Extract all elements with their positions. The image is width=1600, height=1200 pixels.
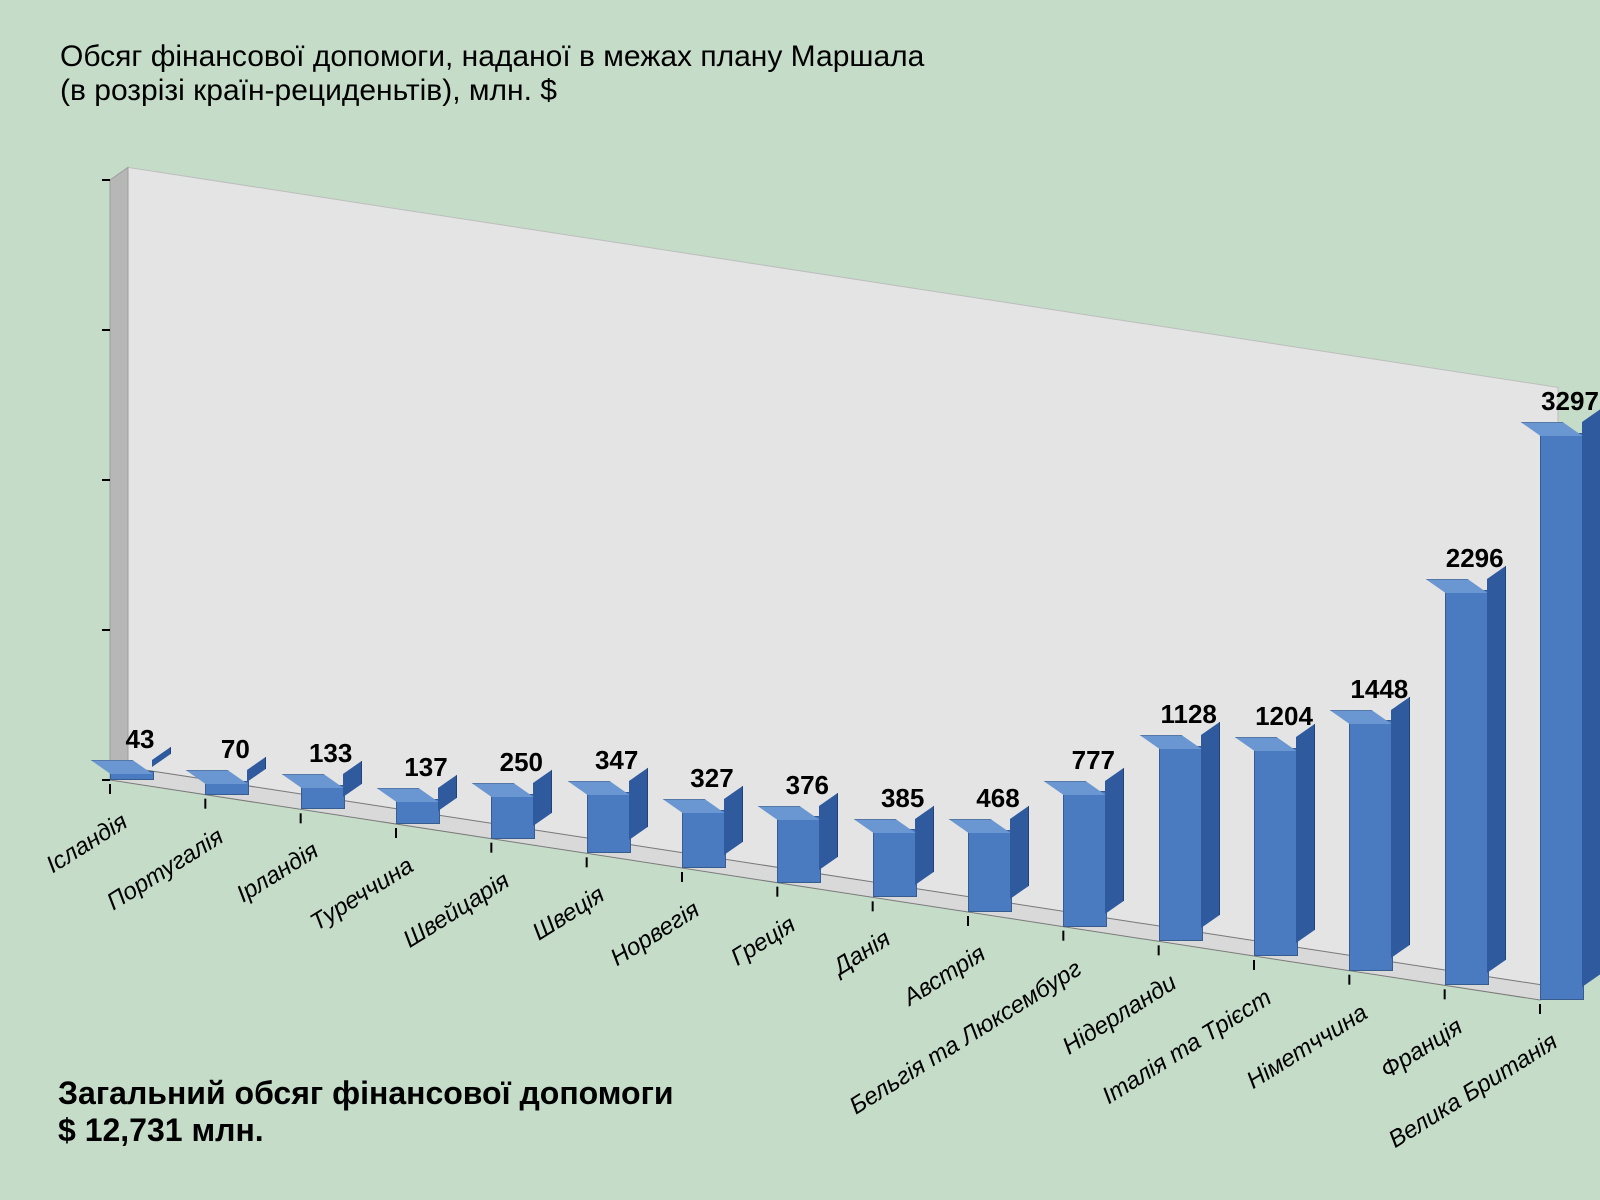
chart-title: Обсяг фінансової допомоги, наданої в меж… xyxy=(60,40,924,108)
bar-value: 327 xyxy=(690,763,733,794)
bar xyxy=(587,794,629,853)
bar xyxy=(1445,592,1487,986)
bar xyxy=(396,801,438,824)
bar xyxy=(205,783,247,795)
bar-value: 468 xyxy=(976,783,1019,814)
bar xyxy=(777,818,819,882)
bar-value: 1128 xyxy=(1160,699,1216,730)
bar xyxy=(301,787,343,810)
chart-footer: Загальний обсяг фінансової допомоги $ 12… xyxy=(58,1075,674,1149)
bar-value: 250 xyxy=(500,747,543,778)
bar-value: 133 xyxy=(309,738,352,769)
bar-value: 347 xyxy=(595,745,638,776)
bar-value: 1204 xyxy=(1255,701,1313,732)
bar xyxy=(873,831,915,897)
bar-value: 376 xyxy=(786,770,829,801)
bar xyxy=(968,832,1010,912)
bar-value: 137 xyxy=(404,752,447,783)
bar xyxy=(1349,722,1391,970)
bar-value: 777 xyxy=(1072,745,1115,776)
bar xyxy=(1159,748,1201,941)
bar-value: 385 xyxy=(881,783,924,814)
bar xyxy=(1063,793,1105,926)
bar xyxy=(682,812,724,868)
bar xyxy=(491,796,533,839)
bar xyxy=(1540,435,1582,1000)
bar-value: 1448 xyxy=(1350,674,1408,705)
bar xyxy=(110,773,152,780)
bar-value: 2296 xyxy=(1446,543,1504,574)
bar-value: 70 xyxy=(221,734,250,765)
bar xyxy=(1254,750,1296,956)
bar-value: 43 xyxy=(126,724,155,755)
bar-value: 3297 xyxy=(1541,386,1599,417)
